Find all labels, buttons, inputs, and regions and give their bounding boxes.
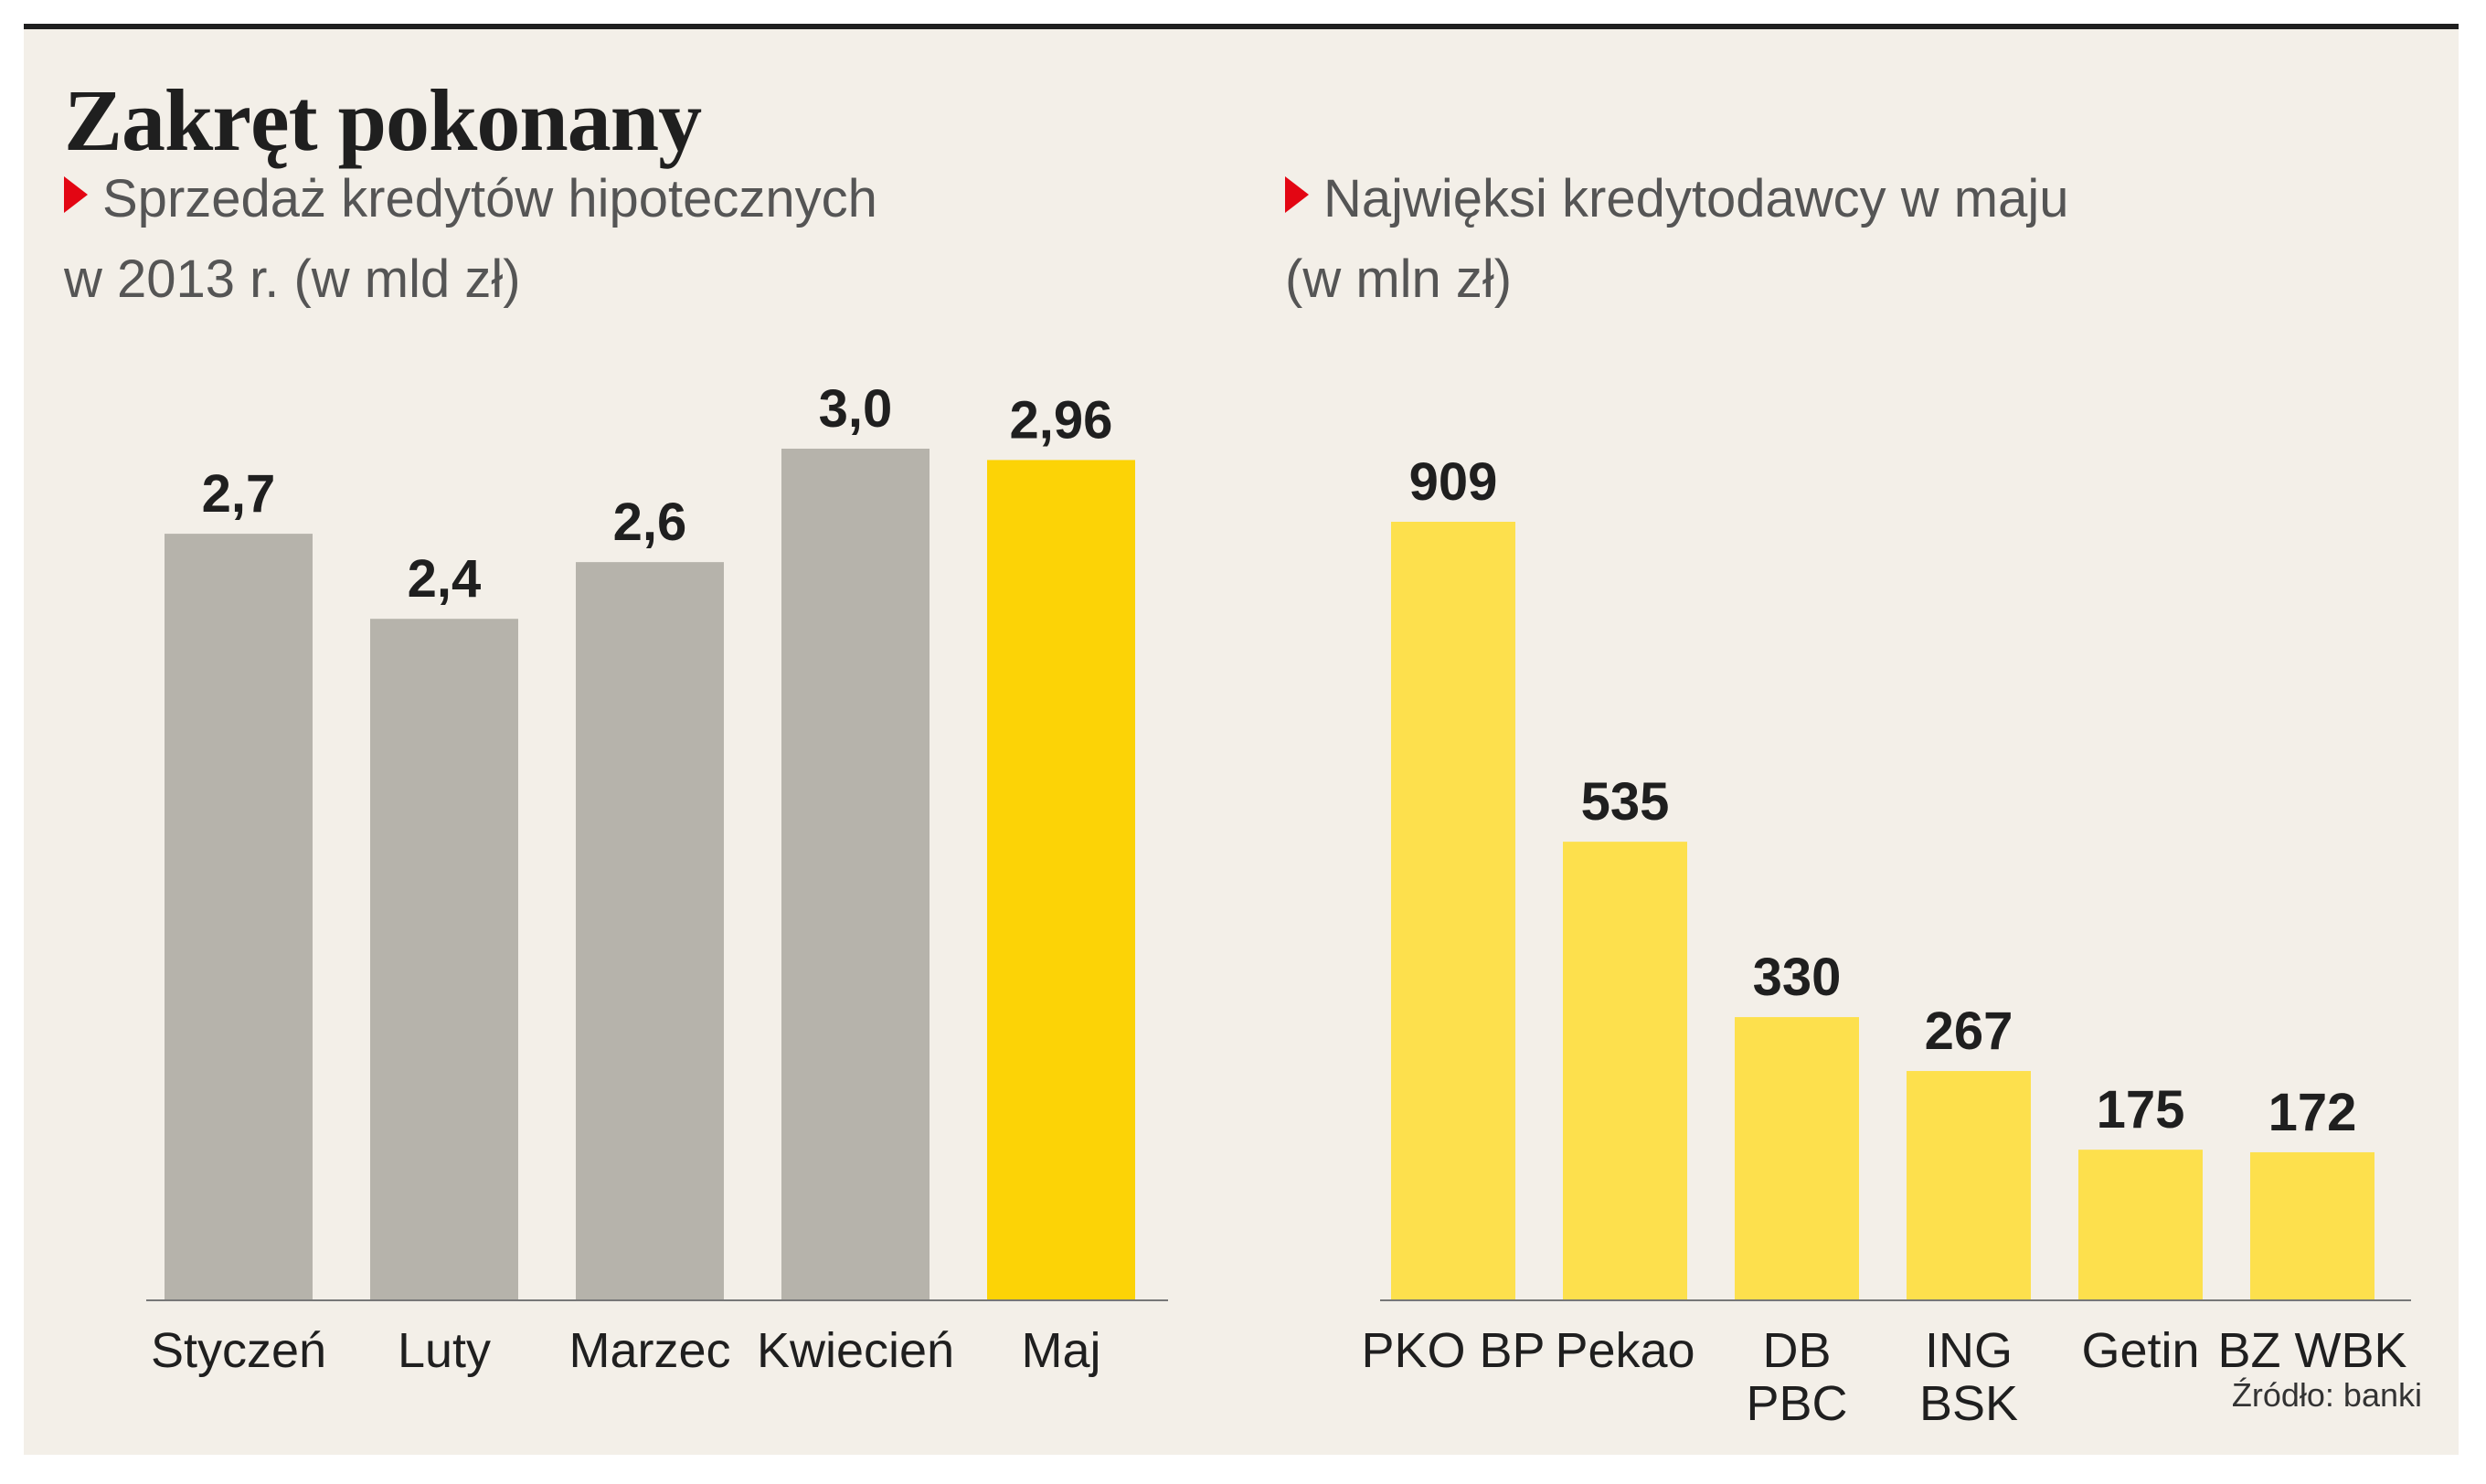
right-category-label-2-0: DB bbox=[1762, 1323, 1831, 1378]
left-value-label-1: 2,4 bbox=[408, 549, 482, 609]
right-category-label-3-1: BSK bbox=[1919, 1376, 2018, 1431]
right-category-label-2-1: PBC bbox=[1746, 1376, 1847, 1431]
top-rule bbox=[24, 24, 2459, 29]
right-value-label-0: 909 bbox=[1409, 452, 1498, 512]
right-bar-0 bbox=[1391, 522, 1515, 1299]
right-subtitle-line-1: Najwięksi kredytodawcy w maju bbox=[1285, 159, 2068, 239]
left-bar-4 bbox=[987, 460, 1135, 1299]
triangle-marker-icon bbox=[1285, 176, 1309, 213]
left-value-label-4: 2,96 bbox=[1010, 390, 1113, 450]
right-bar-3 bbox=[1907, 1071, 2031, 1299]
right-chart-subtitle: Najwięksi kredytodawcy w maju (w mln zł) bbox=[1285, 159, 2068, 320]
chart-panel: Zakręt pokonany Sprzedaż kredytów hipote… bbox=[24, 24, 2459, 1455]
right-category-label-4: Getin bbox=[2081, 1323, 2199, 1378]
right-subtitle-line-2: (w mln zł) bbox=[1285, 249, 1513, 309]
left-value-label-0: 2,7 bbox=[202, 464, 276, 524]
left-bar-2 bbox=[576, 562, 724, 1299]
bar-charts: 2,7 Styczeń 2,4 Luty 2,6 Marzec 3,0 Kwiecień 2,9… bbox=[146, 379, 2411, 1431]
left-subtitle-text-1: Sprzedaż kredytów hipotecznych bbox=[102, 169, 877, 228]
right-value-label-5: 172 bbox=[2268, 1083, 2357, 1142]
right-category-label-3-0: ING bbox=[1925, 1323, 2013, 1378]
left-category-label-2: Marzec bbox=[568, 1323, 730, 1378]
right-value-label-3: 267 bbox=[1925, 1002, 2013, 1061]
right-value-label-2: 330 bbox=[1753, 948, 1842, 1007]
triangle-marker-icon bbox=[64, 176, 88, 213]
right-value-label-4: 175 bbox=[2097, 1080, 2185, 1140]
right-subtitle-text-1: Najwięksi kredytodawcy w maju bbox=[1323, 169, 2069, 228]
left-value-label-2: 2,6 bbox=[613, 493, 687, 552]
left-bar-0 bbox=[165, 534, 313, 1299]
right-category-label-1: Pekao bbox=[1555, 1323, 1695, 1378]
left-bar-3 bbox=[781, 449, 930, 1299]
right-bar-4 bbox=[2078, 1150, 2203, 1299]
chart-title: Zakręt pokonany bbox=[64, 71, 702, 169]
left-bar-chart: 2,7 Styczeń 2,4 Luty 2,6 Marzec 3,0 Kwiecień 2,9… bbox=[146, 379, 1168, 1378]
left-bar-1 bbox=[370, 619, 518, 1299]
left-category-label-3: Kwiecień bbox=[757, 1323, 954, 1378]
right-category-label-0: PKO BP bbox=[1361, 1323, 1545, 1378]
right-value-label-1: 535 bbox=[1581, 772, 1670, 832]
left-category-label-1: Luty bbox=[398, 1323, 491, 1378]
left-category-label-0: Styczeń bbox=[151, 1323, 326, 1378]
left-chart-subtitle: Sprzedaż kredytów hipotecznych w 2013 r.… bbox=[64, 159, 877, 320]
left-category-label-4: Maj bbox=[1021, 1323, 1100, 1378]
right-category-label-5: BZ WBK bbox=[2217, 1323, 2406, 1378]
source-note: Źródło: banki bbox=[2231, 1376, 2422, 1414]
right-bar-2 bbox=[1735, 1017, 1859, 1299]
left-value-label-3: 3,0 bbox=[819, 379, 893, 439]
right-bar-5 bbox=[2250, 1151, 2374, 1299]
right-bar-1 bbox=[1563, 842, 1687, 1299]
left-subtitle-line-1: Sprzedaż kredytów hipotecznych bbox=[64, 159, 877, 239]
left-subtitle-line-2: w 2013 r. (w mld zł) bbox=[64, 249, 521, 309]
